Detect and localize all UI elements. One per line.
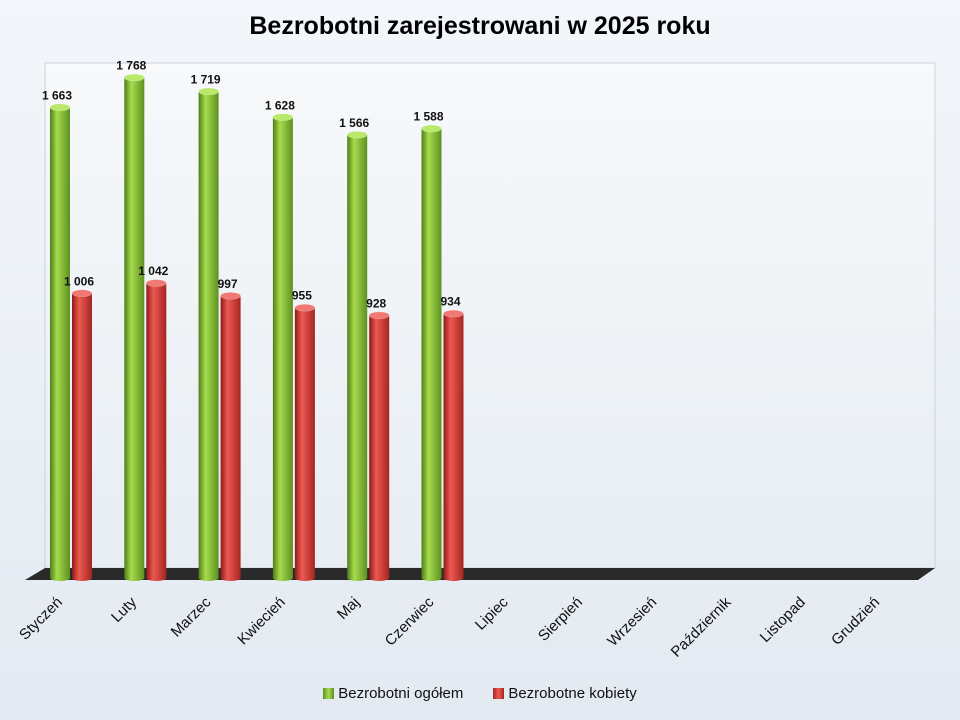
data-label-total: 1 663 bbox=[42, 88, 72, 102]
bar-base-total bbox=[347, 575, 368, 581]
bar-base-total bbox=[272, 575, 293, 581]
bar-women bbox=[72, 293, 92, 578]
legend-swatch-total bbox=[323, 688, 335, 699]
bar-total bbox=[124, 77, 145, 578]
x-tick-label: Kwiecień bbox=[234, 594, 288, 648]
x-tick-label: Wrzesień bbox=[604, 594, 660, 650]
x-tick-label: Luty bbox=[108, 593, 140, 625]
bar-base-total bbox=[421, 575, 442, 581]
bar-women bbox=[220, 295, 241, 578]
x-tick-label: Listopad bbox=[757, 594, 809, 646]
bar-cap-total bbox=[421, 124, 442, 133]
x-tick-label: Grudzień bbox=[828, 594, 883, 649]
chart-title: Bezrobotni zarejestrowani w 2025 roku bbox=[249, 12, 711, 40]
bar-base-women bbox=[294, 575, 315, 581]
bar-women bbox=[294, 307, 315, 578]
chart-legend: Bezrobotni ogółem Bezrobotne kobiety bbox=[0, 685, 960, 702]
bar-cap-women bbox=[368, 311, 390, 320]
bar-base-total bbox=[50, 575, 70, 581]
legend-item-total: Bezrobotni ogółem bbox=[323, 685, 463, 702]
x-tick-label: Lipiec bbox=[472, 593, 512, 633]
bar-total bbox=[198, 91, 219, 578]
data-label-women: 934 bbox=[440, 295, 460, 309]
data-label-total: 1 628 bbox=[265, 98, 295, 112]
bar-total bbox=[347, 134, 368, 578]
chart-floor bbox=[25, 568, 935, 580]
legend-label-women: Bezrobotne kobiety bbox=[508, 685, 637, 702]
data-label-women: 1 006 bbox=[64, 274, 94, 288]
data-label-women: 997 bbox=[218, 277, 238, 291]
x-tick-label: Marzec bbox=[168, 593, 215, 640]
bar-cap-women bbox=[294, 303, 316, 312]
data-label-total: 1 719 bbox=[191, 73, 221, 87]
bar-base-women bbox=[72, 575, 92, 581]
bar-cap-women bbox=[220, 292, 241, 300]
legend-label-total: Bezrobotni ogółem bbox=[338, 685, 464, 702]
bar-women bbox=[369, 315, 390, 578]
bar-total bbox=[272, 117, 293, 578]
x-tick-label: Maj bbox=[334, 594, 363, 623]
x-tick-label: Czerwiec bbox=[382, 593, 438, 649]
bar-total bbox=[50, 107, 70, 578]
bar-total bbox=[421, 128, 442, 578]
bar-cap-total bbox=[198, 87, 219, 96]
data-label-total: 1 588 bbox=[413, 110, 443, 124]
bar-cap-women bbox=[146, 279, 167, 287]
back-wall bbox=[44, 62, 936, 569]
bar-base-total bbox=[124, 575, 145, 581]
bar-cap-women bbox=[443, 309, 464, 318]
bar-women bbox=[443, 313, 464, 578]
bar-base-total bbox=[198, 575, 219, 581]
bar-base-women bbox=[146, 575, 167, 581]
data-label-women: 928 bbox=[366, 296, 386, 310]
x-tick-label: Sierpień bbox=[535, 594, 586, 645]
legend-item-women: Bezrobotne kobiety bbox=[493, 685, 637, 702]
data-label-women: 955 bbox=[292, 289, 312, 303]
bar-cap-total bbox=[124, 73, 145, 82]
bar-base-women bbox=[220, 575, 241, 581]
bar-cap-women bbox=[71, 289, 93, 298]
data-label-total: 1 768 bbox=[116, 59, 146, 73]
bar-cap-total bbox=[346, 131, 368, 139]
bar-cap-total bbox=[272, 113, 294, 122]
legend-swatch-women bbox=[493, 688, 505, 699]
bar-women bbox=[146, 283, 167, 578]
x-tick-label: Październik bbox=[668, 593, 735, 660]
data-label-women: 1 042 bbox=[138, 264, 168, 278]
bar-base-women bbox=[369, 575, 390, 581]
bar-base-women bbox=[443, 575, 464, 581]
bar-cap-total bbox=[49, 103, 71, 112]
data-label-total: 1 566 bbox=[339, 116, 369, 130]
x-tick-label: Styczeń bbox=[16, 594, 66, 644]
